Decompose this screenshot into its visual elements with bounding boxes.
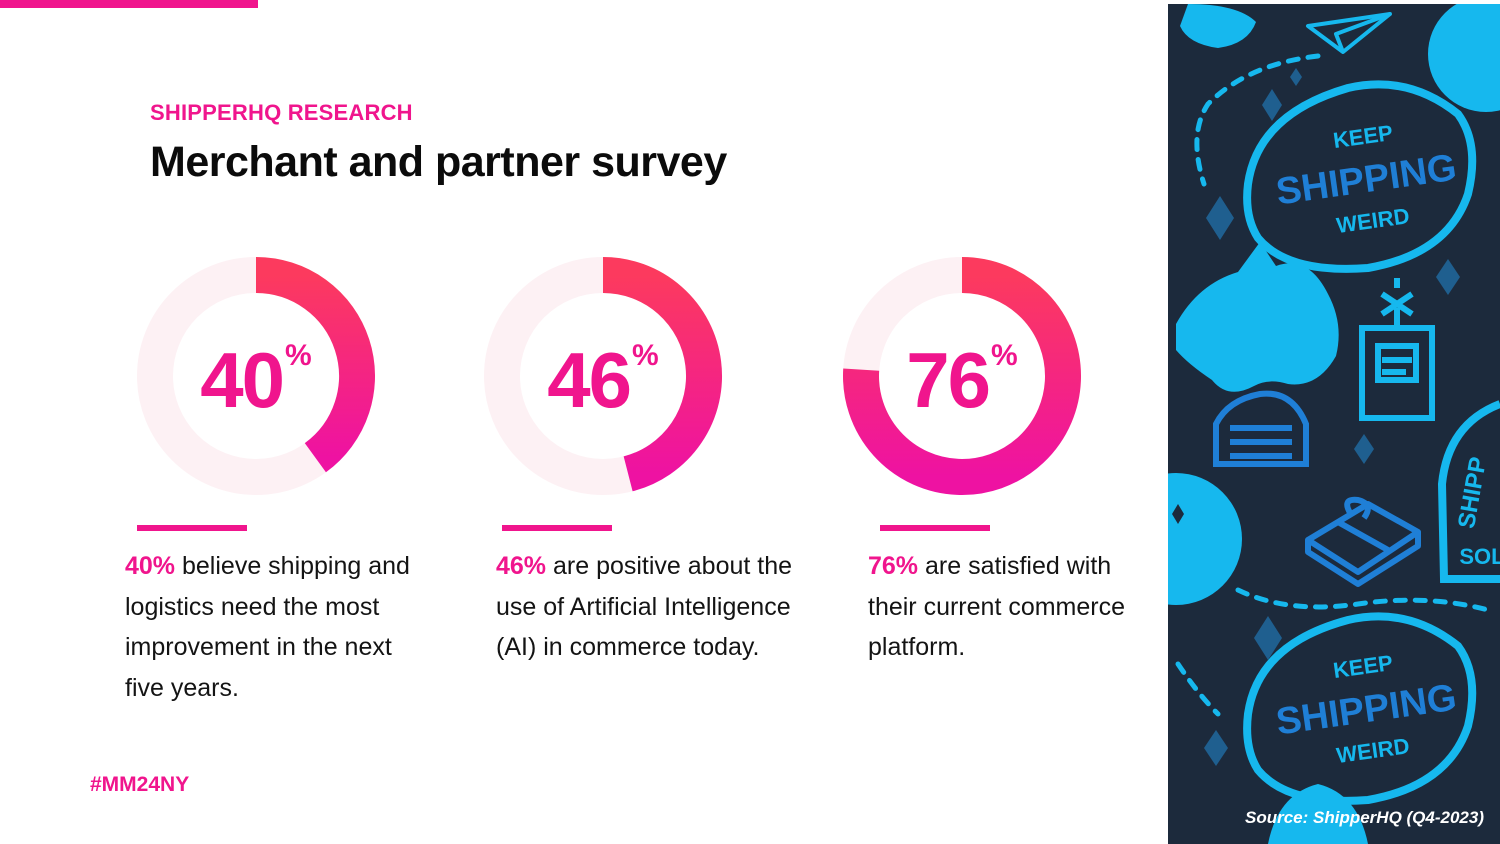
sparkle-icon	[1436, 259, 1460, 295]
stat-value-1: 40	[200, 336, 285, 424]
stat-highlight-1: 40%	[125, 552, 176, 580]
badge-text-keep: KEEP	[1332, 650, 1395, 683]
section-eyebrow: SHIPPERHQ RESEARCH	[150, 100, 413, 125]
circle-sticker-icon	[1168, 473, 1242, 605]
keep-shipping-weird-badge-bottom: KEEP SHIPPING WEIRD	[1243, 612, 1477, 805]
sparkle-icon	[1290, 68, 1302, 86]
donut-arc-2	[602, 257, 723, 492]
circle-sticker-icon	[1428, 4, 1500, 112]
stat-percent-sign-2: %	[632, 339, 659, 372]
paper-plane-icon	[1306, 12, 1392, 54]
dashed-route-line	[1175, 661, 1221, 717]
stat-description-2: 46% are positive about the use of Artifi…	[496, 546, 811, 668]
donut-label-2: 46%	[483, 256, 723, 496]
badge-text-shipping: SHIPPING	[1273, 677, 1459, 744]
donut-chart-1: 40%	[136, 256, 376, 496]
badge-text-weird: WEIRD	[1335, 733, 1411, 768]
donut-arc-3	[843, 257, 1081, 495]
sparkle-icon	[1204, 730, 1228, 766]
sparkle-icon	[1206, 196, 1234, 240]
stat-highlight-2: 46%	[496, 552, 547, 580]
stat-body-3: are satisfied with their current commerc…	[868, 552, 1126, 661]
badge-text-shipping: SHIPPING	[1273, 147, 1459, 214]
sparkle-icon	[1262, 89, 1282, 121]
donut-label-3: 76%	[842, 256, 1082, 496]
top-accent-bar	[0, 0, 258, 8]
dashed-route-line	[1194, 53, 1321, 187]
stat-divider-2	[502, 525, 612, 531]
badge-text-shipp: SHIPP	[1453, 455, 1492, 531]
event-hashtag: #MM24NY	[90, 773, 190, 796]
keep-shipping-weird-badge-top: KEEP SHIPPING WEIRD	[1243, 80, 1477, 273]
stat-body-1: believe shipping and logistics need the …	[125, 552, 410, 702]
donut-ring-2	[484, 257, 723, 495]
gift-box-icon	[1305, 496, 1421, 587]
donut-label-1: 40%	[136, 256, 376, 496]
building-stamp-icon	[1359, 278, 1435, 421]
decorative-pattern-panel: KEEP SHIPPING WEIRD SHIPP SOL	[1168, 4, 1500, 844]
blob-shape	[1268, 784, 1368, 844]
stat-percent-sign-3: %	[991, 339, 1018, 372]
badge-text-weird: WEIRD	[1335, 203, 1411, 238]
donut-arc-1	[255, 257, 375, 473]
stat-description-3: 76% are satisfied with their current com…	[868, 546, 1143, 668]
donut-chart-3: 76%	[842, 256, 1082, 496]
stat-value-3: 76	[906, 336, 991, 424]
storage-unit-icon	[1213, 390, 1309, 467]
dashed-route-line	[1235, 587, 1491, 613]
australia-map-icon	[1176, 242, 1339, 392]
stat-body-2: are positive about the use of Artificial…	[496, 552, 793, 661]
stat-divider-1	[137, 525, 247, 531]
source-citation: Source: ShipperHQ (Q4-2023)	[1244, 808, 1484, 827]
stat-percent-sign-1: %	[285, 339, 312, 372]
badge-text-keep: KEEP	[1332, 120, 1395, 153]
donut-ring-3	[843, 257, 1081, 495]
page-title: Merchant and partner survey	[150, 138, 727, 186]
donut-ring-1	[137, 257, 375, 495]
sparkle-icon	[1354, 434, 1374, 464]
blob-shape	[1180, 4, 1256, 48]
donut-chart-2: 46%	[483, 256, 723, 496]
stat-divider-3	[880, 525, 990, 531]
sticker-pattern: KEEP SHIPPING WEIRD SHIPP SOL	[1168, 4, 1500, 844]
badge-text-sol: SOL	[1459, 544, 1500, 569]
shipping-solutions-badge-side: SHIPP SOL	[1437, 400, 1500, 583]
stat-value-2: 46	[547, 336, 632, 424]
stat-highlight-3: 76%	[868, 552, 919, 580]
stat-description-1: 40% believe shipping and logistics need …	[125, 546, 430, 708]
sparkle-icon	[1172, 504, 1184, 524]
sparkle-icon	[1254, 616, 1282, 660]
